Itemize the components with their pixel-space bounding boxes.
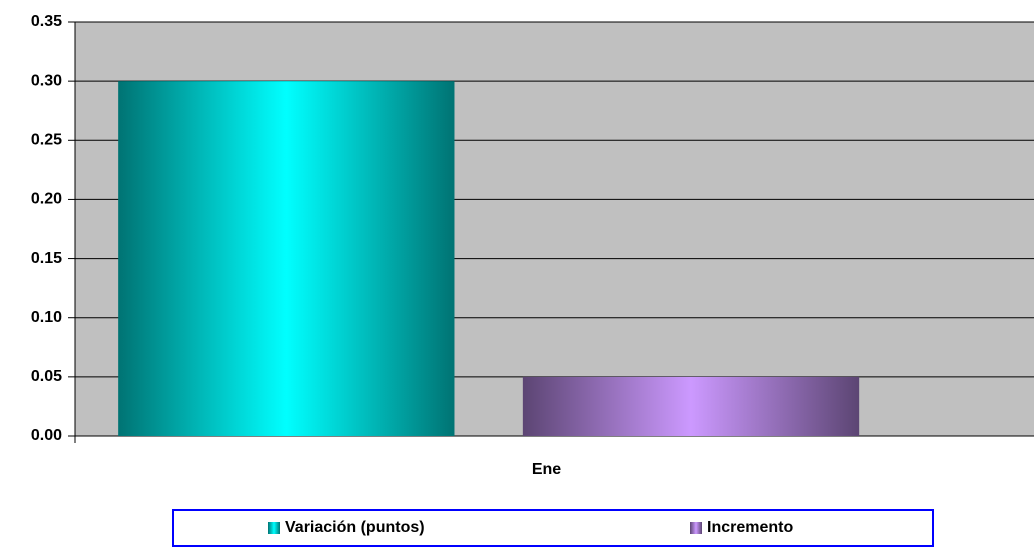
y-tick-label: 0.20 — [31, 191, 62, 208]
y-tick-label: 0.00 — [31, 427, 62, 444]
y-tick-label: 0.25 — [31, 132, 62, 149]
bar — [118, 81, 455, 437]
legend-label: Variación (puntos) — [285, 519, 425, 536]
x-tick-label: Ene — [532, 461, 561, 478]
legend — [172, 509, 934, 547]
legend-label: Incremento — [707, 519, 793, 536]
y-tick-label: 0.05 — [31, 368, 62, 385]
legend-swatch — [690, 522, 702, 534]
legend-swatch — [268, 522, 280, 534]
y-tick-label: 0.35 — [31, 13, 62, 30]
y-tick-label: 0.30 — [31, 72, 62, 89]
bar — [522, 376, 860, 436]
y-tick-label: 0.10 — [31, 309, 62, 326]
y-tick-label: 0.15 — [31, 250, 62, 267]
